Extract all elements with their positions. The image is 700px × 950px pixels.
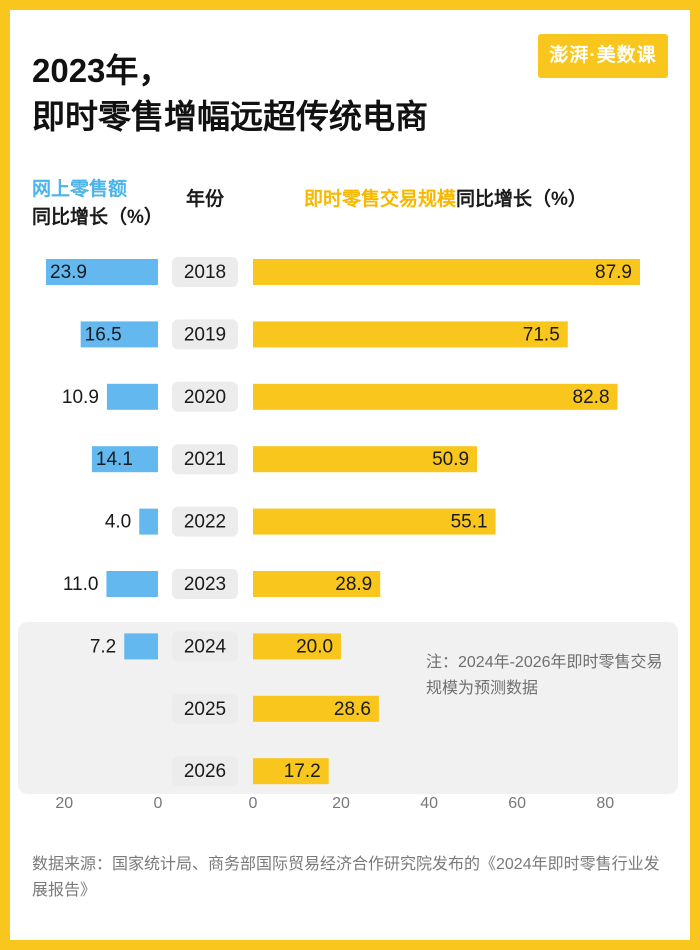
data-source: 数据来源：国家统计局、商务部国际贸易经济合作研究院发布的《2024年即时零售行业… (32, 856, 660, 899)
instant-retail-bar-2026 (253, 758, 329, 785)
instant-retail-bar-2022 (253, 508, 496, 535)
title-line-2: 即时零售增幅远超传统电商 (32, 98, 428, 135)
online-retail-label-2021: 14.1 (96, 449, 133, 470)
left-series-header: 网上零售额 同比增长（%） (32, 176, 163, 232)
year-pill-2021 (172, 444, 238, 475)
instant-retail-label-2019: 71.5 (523, 324, 560, 345)
instant-retail-bar-2018 (253, 259, 640, 285)
year-label-2022: 2022 (184, 512, 226, 533)
instant-retail-label-2021: 50.9 (432, 449, 469, 470)
year-label-2018: 2018 (184, 262, 226, 283)
right-axis-tick-40: 40 (420, 795, 438, 812)
right-axis-tick-60: 60 (508, 795, 526, 812)
brand-logo: 澎湃·美数课 (538, 34, 668, 78)
year-pill-2019 (172, 319, 238, 350)
right-header-rest: 同比增长（%） (456, 189, 587, 210)
year-label-2020: 2020 (184, 387, 226, 408)
online-retail-label-2018: 23.9 (50, 262, 87, 283)
online-retail-label-2022: 4.0 (105, 512, 131, 533)
right-axis-tick-20: 20 (332, 795, 350, 812)
right-header-highlight: 即时零售交易规模 (304, 189, 457, 210)
infographic-card: 2023年， 即时零售增幅远超传统电商 澎湃·美数课 网上零售额 同比增长（%）… (10, 10, 690, 940)
instant-retail-label-2024: 20.0 (296, 636, 333, 657)
instant-retail-label-2025: 28.6 (334, 699, 371, 720)
year-pill-2023 (172, 569, 238, 599)
page-title: 2023年， 即时零售增幅远超传统电商 (32, 48, 428, 140)
online-retail-bar-2023 (106, 571, 158, 597)
left-header-line-2: 同比增长（%） (32, 207, 163, 228)
year-pill-2022 (172, 506, 238, 537)
online-retail-bar-2024 (124, 633, 158, 660)
online-retail-label-2020: 10.9 (62, 387, 99, 408)
right-axis-tick-0: 0 (249, 795, 258, 812)
right-axis-tick-80: 80 (596, 795, 614, 812)
instant-retail-bar-2021 (253, 446, 478, 473)
title-line-1: 2023年， (32, 52, 172, 89)
right-series-header: 即时零售交易规模同比增长（%） (304, 186, 587, 214)
instant-retail-bar-2024 (253, 633, 342, 660)
year-label-2024: 2024 (184, 636, 227, 657)
instant-retail-label-2022: 55.1 (451, 512, 488, 533)
year-label-2023: 2023 (184, 574, 226, 595)
online-retail-label-2024: 7.2 (90, 636, 116, 657)
left-axis-tick-20: 20 (55, 795, 73, 812)
year-label-2026: 2026 (184, 761, 226, 782)
online-retail-bar-2021 (91, 446, 158, 473)
instant-retail-bar-2023 (253, 571, 381, 597)
instant-retail-label-2020: 82.8 (573, 387, 610, 408)
online-retail-label-2023: 11.0 (63, 574, 99, 595)
online-retail-bar-2018 (46, 259, 158, 285)
instant-retail-label-2026: 17.2 (284, 761, 321, 782)
instant-retail-label-2023: 28.9 (335, 574, 372, 595)
instant-retail-bar-2019 (253, 321, 568, 348)
year-label-2025: 2025 (184, 699, 226, 720)
instant-retail-label-2018: 87.9 (595, 262, 632, 283)
online-retail-label-2019: 16.5 (85, 324, 122, 345)
forecast-note: 注：2024年-2026年即时零售交易规模为预测数据 (426, 654, 663, 697)
year-label-2021: 2021 (184, 449, 226, 470)
year-pill-2018 (172, 257, 238, 287)
year-pill-2024 (172, 631, 238, 662)
year-pill-2025 (172, 693, 238, 724)
online-retail-bar-2019 (80, 321, 158, 348)
online-retail-bar-2022 (139, 508, 158, 535)
year-pill-2026 (172, 756, 238, 787)
left-axis-tick-0: 0 (154, 795, 163, 812)
year-column-header: 年份 (186, 189, 225, 210)
online-retail-bar-2020 (106, 383, 158, 410)
year-pill-2020 (172, 381, 238, 412)
year-label-2019: 2019 (184, 324, 226, 345)
instant-retail-bar-2020 (253, 383, 618, 410)
left-header-line-1: 网上零售额 (32, 179, 128, 200)
instant-retail-bar-2025 (253, 695, 379, 722)
